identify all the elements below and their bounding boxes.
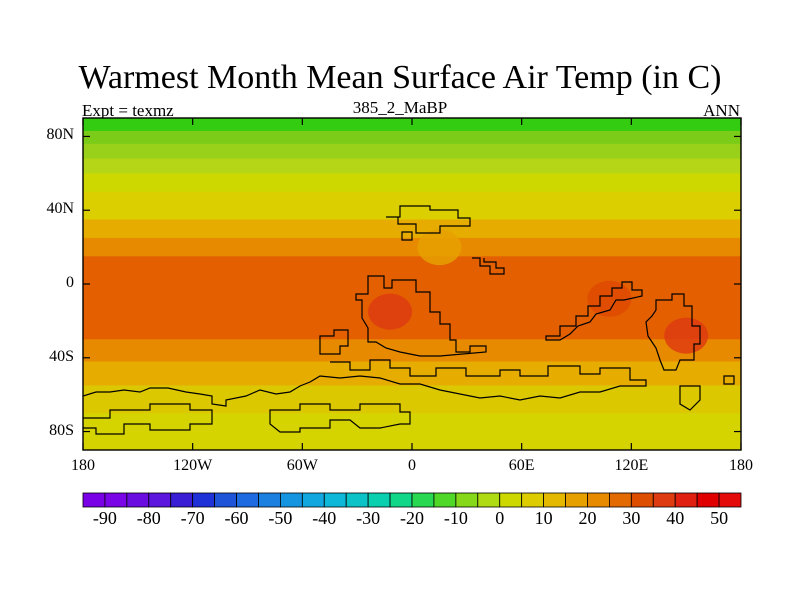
colorbar-label: -70: [180, 508, 205, 528]
colorbar-label: -40: [312, 508, 337, 528]
coastline-gondwana-west: [355, 275, 487, 357]
colorbar-swatch: [521, 492, 545, 508]
colorbar-label: 40: [666, 508, 685, 528]
axis-ticks: [82, 118, 742, 450]
hot-spot: [368, 293, 413, 330]
colorbar: [82, 492, 742, 508]
continent-outlines: [83, 205, 735, 435]
lat-tick-label: 40S: [49, 347, 74, 365]
colorbar-swatch: [543, 492, 566, 508]
coastline-east-arc: [545, 281, 643, 341]
hot-spot: [417, 229, 462, 266]
colorbar-swatch: [214, 492, 237, 508]
colorbar-swatch: [499, 492, 523, 508]
coastline-north-islands: [472, 257, 505, 275]
colorbar-swatch: [565, 492, 588, 508]
hot-spot: [587, 280, 632, 317]
temperature-band: [83, 130, 741, 145]
lon-tick-label: 60W: [286, 457, 318, 474]
period-label: 385_2_MaBP: [352, 98, 448, 117]
temperature-band: [83, 158, 741, 174]
chart-title: Warmest Month Mean Surface Air Temp (in …: [78, 59, 722, 96]
lon-tick-label: 120E: [614, 457, 649, 474]
lon-tick-label: 0: [408, 457, 416, 474]
colorbar-swatch: [367, 492, 391, 508]
colorbar-swatch: [477, 492, 501, 508]
lat-tick-label: 80S: [49, 421, 74, 439]
colorbar-swatch: [696, 492, 720, 508]
colorbar-label: 20: [578, 508, 597, 528]
lon-tick-label: 180: [729, 457, 753, 474]
coastline-east-continent: [645, 293, 701, 371]
experiment-label: Expt = texmz: [82, 101, 174, 120]
lat-tick-label: 80N: [46, 126, 74, 144]
hot-spots: [368, 229, 709, 354]
colorbar-swatch: [192, 492, 216, 508]
colorbar-swatch: [455, 492, 479, 508]
colorbar-swatch: [82, 492, 106, 508]
temperature-band: [83, 361, 741, 386]
temperature-bands: [83, 118, 741, 450]
colorbar-swatch: [279, 492, 303, 508]
lon-tick-label: 60E: [508, 457, 535, 474]
coastline-south-shelf: [269, 403, 411, 433]
lon-tick-label: 180: [71, 457, 95, 474]
colorbar-swatch: [433, 492, 457, 508]
coastline-east-island: [723, 375, 735, 385]
lat-tick-label: 40N: [46, 200, 74, 218]
colorbar-label: -60: [224, 508, 249, 528]
colorbar-label: 50: [710, 508, 729, 528]
colorbar-swatch: [258, 492, 281, 508]
coastline-south-margin: [83, 359, 647, 407]
lat-tick-label: 0: [66, 274, 74, 291]
colorbar-swatch: [170, 492, 194, 508]
colorbar-swatch: [236, 492, 259, 508]
coastline-small-island: [401, 231, 413, 241]
temperature-band: [83, 143, 741, 160]
temperature-band: [83, 173, 741, 193]
colorbar-swatch: [652, 492, 676, 508]
colorbar-label: -50: [268, 508, 293, 528]
colorbar-label: 30: [622, 508, 641, 528]
colorbar-label: -20: [400, 508, 424, 528]
colorbar-swatch: [718, 492, 742, 508]
temperature-band: [83, 237, 741, 257]
colorbar-label: -30: [356, 508, 381, 528]
colorbar-label: 0: [495, 508, 505, 528]
colorbar-swatch: [126, 492, 150, 508]
colorbar-swatch: [609, 492, 632, 508]
colorbar-label: -80: [136, 508, 161, 528]
colorbar-swatch: [587, 492, 610, 508]
lon-tick-label: 120W: [173, 457, 213, 474]
colorbar-swatch: [104, 492, 128, 508]
coastline-north-block: [386, 205, 471, 234]
colorbar-label: 10: [534, 508, 553, 528]
colorbar-swatch: [301, 492, 325, 508]
colorbar-label: -10: [443, 508, 468, 528]
colorbar-swatch: [323, 492, 347, 508]
colorbar-swatch: [389, 492, 413, 508]
coastline-gondwana-patch: [319, 329, 349, 355]
temperature-band: [83, 256, 741, 340]
coastline-southwest-block: [83, 403, 213, 435]
temperature-band: [83, 339, 741, 362]
coastline-east-south: [679, 385, 701, 411]
temperature-band: [83, 385, 741, 414]
colorbar-swatch: [674, 492, 698, 508]
colorbar-swatch: [345, 492, 369, 508]
colorbar-swatch: [148, 492, 172, 508]
colorbar-label: -90: [92, 508, 117, 528]
season-label: ANN: [703, 101, 740, 120]
temperature-band: [83, 219, 741, 239]
hot-spot: [664, 317, 709, 354]
colorbar-swatch: [411, 492, 435, 508]
colorbar-swatch: [630, 492, 654, 508]
